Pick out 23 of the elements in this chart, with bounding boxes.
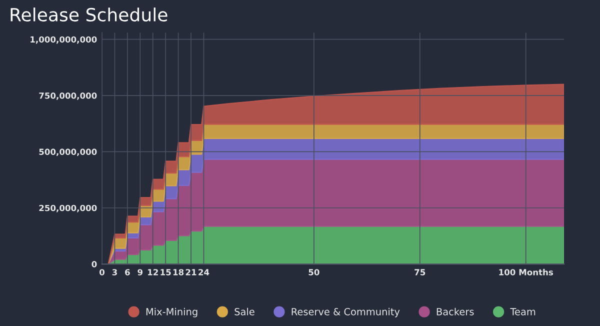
chart-title: Release Schedule: [10, 8, 168, 22]
legend-label: Reserve & Community: [292, 308, 400, 318]
x-tick-label: 50: [308, 269, 320, 276]
y-tick-label: 750,000,000: [39, 92, 97, 100]
x-tick-label: 24: [198, 269, 210, 276]
legend-label: Team: [510, 308, 536, 316]
x-tick-label: 3: [112, 269, 117, 276]
x-tick-label: 100 Months: [499, 268, 554, 276]
legend-label: Backers: [436, 308, 474, 316]
y-tick-label: 1,000,000,000: [30, 36, 97, 44]
x-tick-label: 21: [186, 269, 196, 276]
x-tick-label: 9: [138, 269, 143, 276]
x-tick-label: 6: [125, 269, 130, 276]
x-tick-label: 15: [160, 269, 171, 276]
y-tick-label: 0: [92, 261, 97, 268]
legend-label: Sale: [234, 308, 254, 316]
y-tick-label: 500,000,000: [39, 148, 97, 156]
x-tick-label: 12: [148, 269, 158, 276]
x-tick-label: 18: [173, 269, 184, 276]
y-tick-label: 250,000,000: [39, 204, 97, 212]
x-tick-label: 75: [414, 269, 426, 276]
legend-label: Mix-Mining: [146, 308, 198, 318]
x-tick-label: 0: [100, 269, 104, 276]
